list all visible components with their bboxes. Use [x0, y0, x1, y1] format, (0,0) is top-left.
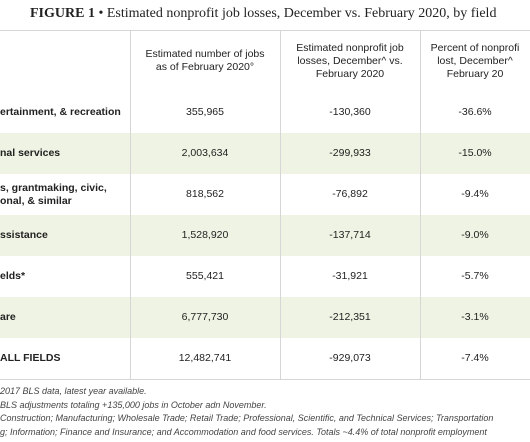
label-line: s, grantmaking, civic, — [0, 181, 107, 194]
column-divider — [420, 30, 421, 379]
table-cell: -212,351 — [329, 311, 371, 323]
footnote: BLS adjustments totaling +135,000 jobs i… — [0, 399, 267, 410]
table-cell: 12,482,741 — [178, 352, 232, 364]
table-cell: -3.1% — [461, 311, 489, 323]
table-cell: -76,892 — [332, 188, 368, 200]
row-band — [0, 133, 530, 174]
column-divider — [280, 30, 281, 379]
table-cell: -299,933 — [329, 147, 371, 159]
header-line: as of February 2020° — [155, 61, 255, 73]
row-band — [0, 215, 530, 256]
table-cell: 818,562 — [186, 188, 224, 200]
table-cell: -130,360 — [329, 106, 371, 118]
row-label: ssistance — [0, 215, 128, 256]
column-header: Estimated nonprofit job losses, December^… — [280, 30, 420, 92]
figure-label: FIGURE 1 — [30, 6, 95, 21]
table-cell: 1,528,920 — [181, 229, 229, 241]
row-label: s, grantmaking, civic, onal, & similar — [0, 174, 128, 215]
footnote: Construction; Manufacturing; Wholesale T… — [0, 413, 494, 423]
figure-title: FIGURE 1 • Estimated nonprofit job losse… — [30, 6, 496, 22]
table-cell: -36.6% — [458, 106, 492, 118]
table-cell: -31,921 — [332, 270, 368, 282]
header-line: Estimated number of jobs — [145, 48, 265, 60]
column-header: Percent of nonprofi lost, December^ Februa… — [420, 30, 530, 92]
header-line: lost, December^ — [437, 54, 513, 67]
table-cell: -9.0% — [461, 229, 489, 241]
label-line: nal services — [0, 147, 61, 159]
table-cell: 2,003,634 — [181, 147, 229, 159]
table-cell: 355,965 — [186, 106, 224, 118]
label-line: onal, & similar — [0, 194, 72, 207]
table-cell: 6,777,730 — [181, 311, 229, 323]
table-cell: -15.0% — [458, 147, 492, 159]
header-rule — [0, 30, 530, 31]
header-line: Estimated nonprofit job — [296, 41, 404, 54]
label-line: ssistance — [0, 229, 48, 241]
table-cell: -5.7% — [461, 270, 489, 282]
table-cell: 555,421 — [186, 270, 224, 282]
header-line: Percent of nonprofi — [430, 41, 520, 54]
footnote: g; Information; Finance and Insurance; a… — [0, 426, 487, 437]
header-line: February 20 — [446, 67, 504, 80]
footnote: 2017 BLS data, latest year available. — [0, 386, 147, 396]
row-label: nal services — [0, 133, 128, 174]
label-line: are — [0, 311, 16, 323]
column-divider — [130, 30, 131, 379]
column-header: Estimated number of jobs as of February 2… — [130, 30, 280, 92]
table-bottom-rule — [0, 379, 530, 380]
label-line: elds* — [0, 270, 26, 282]
label-line: ertainment, & recreation — [0, 106, 121, 118]
row-label: elds* — [0, 256, 128, 297]
header-line: losses, December^ vs. — [297, 54, 403, 67]
row-label: ALL FIELDS — [0, 338, 128, 379]
label-line: ALL FIELDS — [0, 352, 61, 364]
figure-caption: • Estimated nonprofit job losses, Decemb… — [98, 6, 497, 21]
table-cell: -7.4% — [461, 352, 489, 364]
table-cell: -929,073 — [329, 352, 371, 364]
header-line: February 2020 — [315, 67, 385, 80]
row-label: are — [0, 297, 128, 338]
row-label: ertainment, & recreation — [0, 92, 128, 133]
row-band — [0, 297, 530, 338]
table-cell: -9.4% — [461, 188, 489, 200]
table-cell: -137,714 — [329, 229, 371, 241]
